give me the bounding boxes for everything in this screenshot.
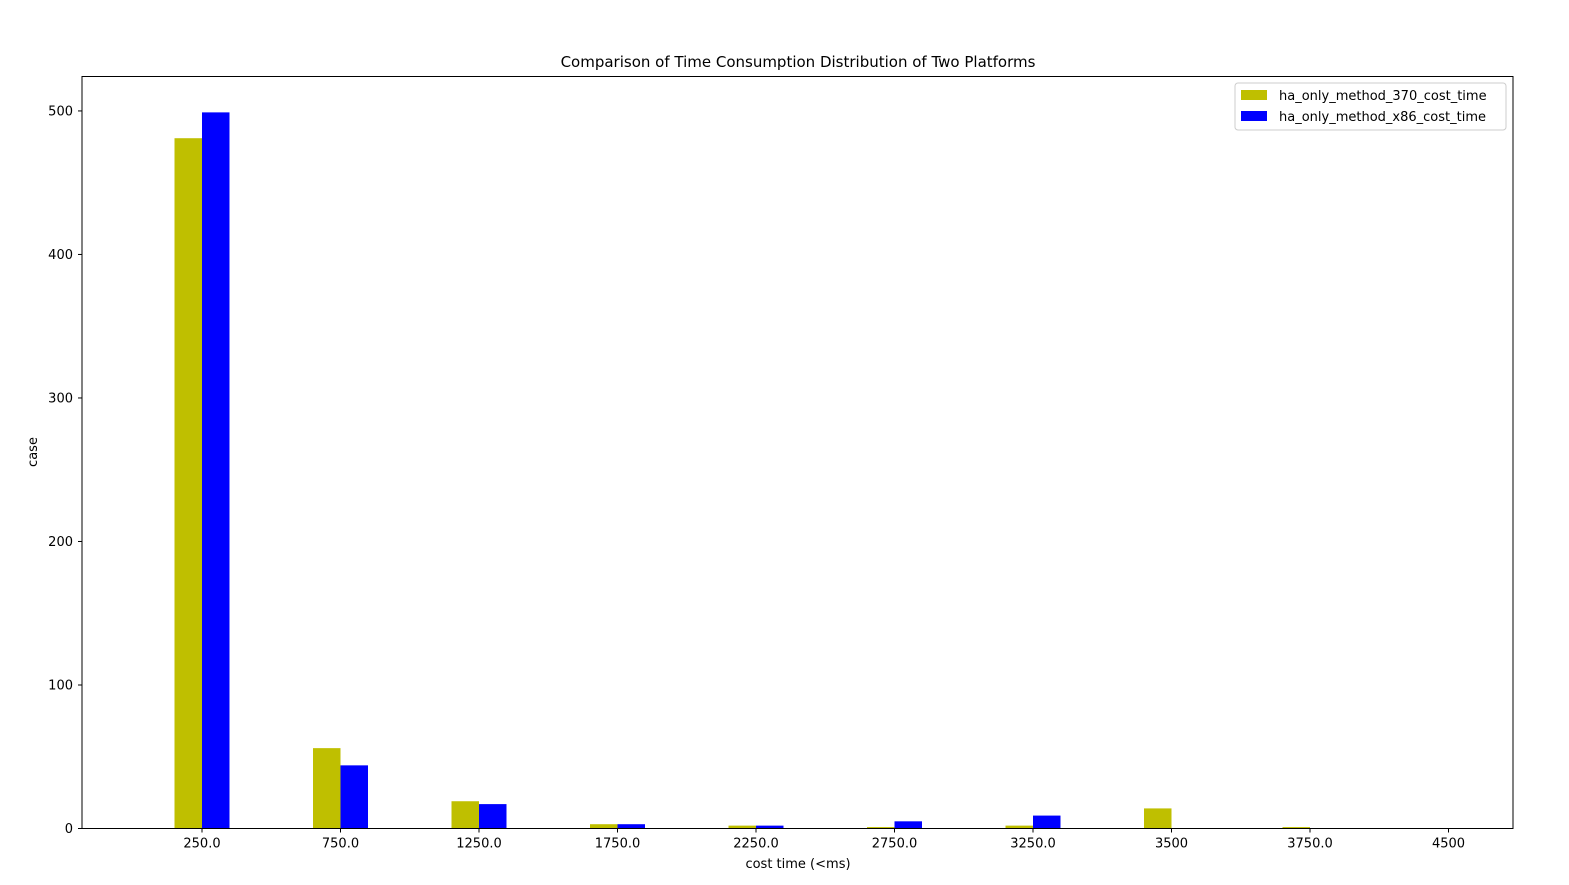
y-tick-label: 100: [48, 678, 73, 693]
bar-x86-6: [1033, 815, 1061, 829]
x-tick-label: 2750.0: [872, 837, 918, 852]
y-tick-label: 0: [65, 822, 73, 837]
legend-box: [1234, 82, 1507, 131]
x-axis-label: cost time (<ms): [745, 857, 850, 872]
y-axis-label: case: [26, 437, 41, 467]
legend-label: ha_only_method_x86_cost_time: [1279, 110, 1486, 125]
legend-label: ha_only_method_370_cost_time: [1279, 89, 1487, 104]
bar-x86-2: [479, 804, 507, 829]
x-tick-label: 1250.0: [456, 837, 502, 852]
bar-370-0: [174, 138, 202, 829]
y-tick-label: 400: [48, 248, 73, 263]
x-tick-label: 1750.0: [595, 837, 641, 852]
y-tick-label: 300: [48, 391, 73, 406]
bar-370-3: [590, 824, 618, 829]
y-axis: 0 100 200 300 400 500: [48, 104, 82, 837]
x-tick-label: 4500: [1432, 837, 1465, 852]
y-tick-label: 200: [48, 535, 73, 550]
bar-370-7: [1144, 808, 1172, 829]
y-tick-label: 500: [48, 104, 73, 119]
bar-370-4: [728, 825, 756, 829]
bars-layer: [174, 112, 1310, 829]
plot-frame: [81, 76, 1514, 829]
x-tick-label: 2250.0: [733, 837, 779, 852]
bar-370-6: [1005, 825, 1033, 829]
x-axis: 250.0 750.0 1250.0 1750.0 2250.0 2750.0 3250.0…: [183, 828, 1465, 852]
legend-swatch: [1241, 111, 1267, 121]
x-tick-label: 3250.0: [1010, 837, 1056, 852]
bar-x86-5: [894, 821, 922, 829]
chart-title: Comparison of Time Consumption Distribut…: [561, 53, 1036, 71]
x-tick-label: 3750.0: [1287, 837, 1333, 852]
x-tick-label: 3500: [1155, 837, 1188, 852]
bar-370-1: [313, 748, 341, 829]
bar-x86-3: [617, 824, 645, 829]
bar-370-2: [451, 801, 479, 829]
x-tick-label: 750.0: [322, 837, 359, 852]
bar-x86-0: [202, 112, 230, 829]
bar-370-8: [1282, 827, 1310, 829]
legend-swatch: [1241, 90, 1267, 100]
bar-x86-1: [340, 765, 368, 829]
x-tick-label: 250.0: [183, 837, 220, 852]
bar-370-5: [867, 827, 895, 829]
legend: ha_only_method_370_cost_time ha_only_met…: [1234, 82, 1507, 131]
bar-x86-4: [756, 825, 784, 829]
